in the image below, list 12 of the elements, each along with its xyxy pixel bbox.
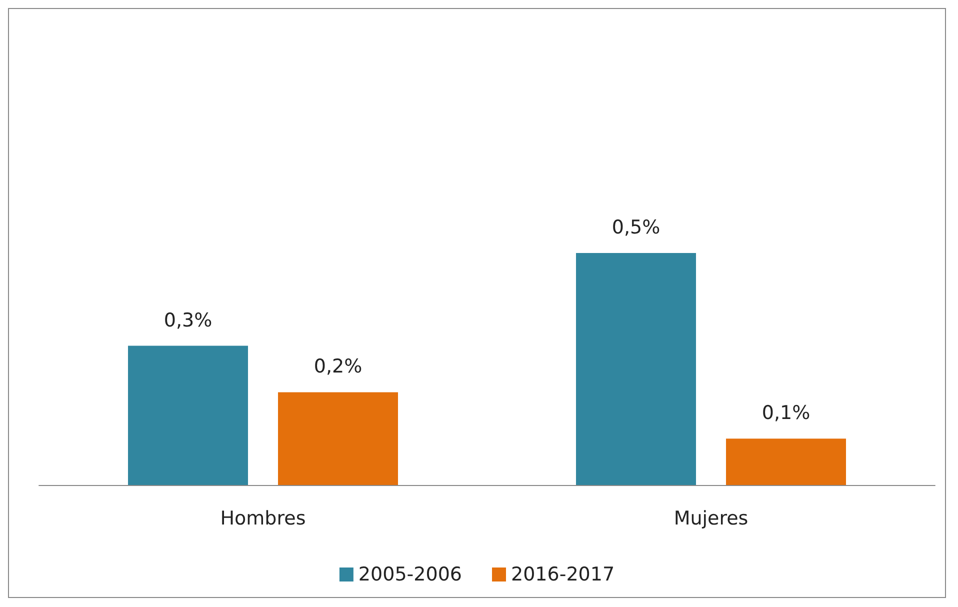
data-label: 0,1% <box>762 402 810 424</box>
data-label: 0,2% <box>314 356 362 378</box>
data-label: 0,3% <box>164 309 212 332</box>
legend-label: 2005-2006 <box>358 564 462 586</box>
bar <box>278 392 398 485</box>
bar <box>128 346 248 485</box>
legend-label: 2016-2017 <box>511 564 615 586</box>
x-tick-label: Mujeres <box>674 508 748 530</box>
data-label: 0,5% <box>612 216 660 238</box>
bar <box>576 253 696 485</box>
x-tick-label: Hombres <box>220 508 306 530</box>
bar <box>726 438 846 485</box>
